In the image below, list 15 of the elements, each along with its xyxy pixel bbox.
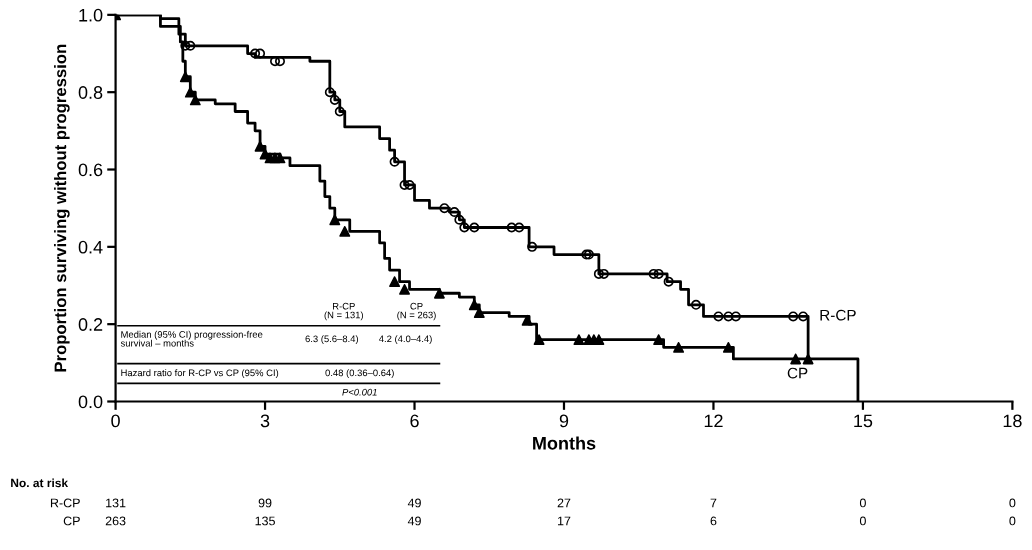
x-tick-label: 15 <box>854 414 873 428</box>
y-tick-label: 0.8 <box>78 86 103 99</box>
x-axis-title: Months <box>533 436 596 450</box>
y-tick-label: 1.0 <box>79 8 103 22</box>
y-tick-label: 0.0 <box>78 395 103 409</box>
x-tick-label: 12 <box>704 414 723 428</box>
x-tick-label: 6 <box>410 414 419 428</box>
x-tick-label: 3 <box>260 414 270 428</box>
y-tick-label: 0.4 <box>78 240 103 254</box>
y-tick-label: 0.2 <box>78 318 103 331</box>
y-axis-title: Proportion surviving without progression <box>54 44 70 372</box>
y-tick-label: 0.6 <box>78 163 103 177</box>
x-tick-label: 0 <box>111 414 120 428</box>
x-tick-label: 18 <box>1003 414 1022 428</box>
x-tick-label: 9 <box>559 414 569 428</box>
